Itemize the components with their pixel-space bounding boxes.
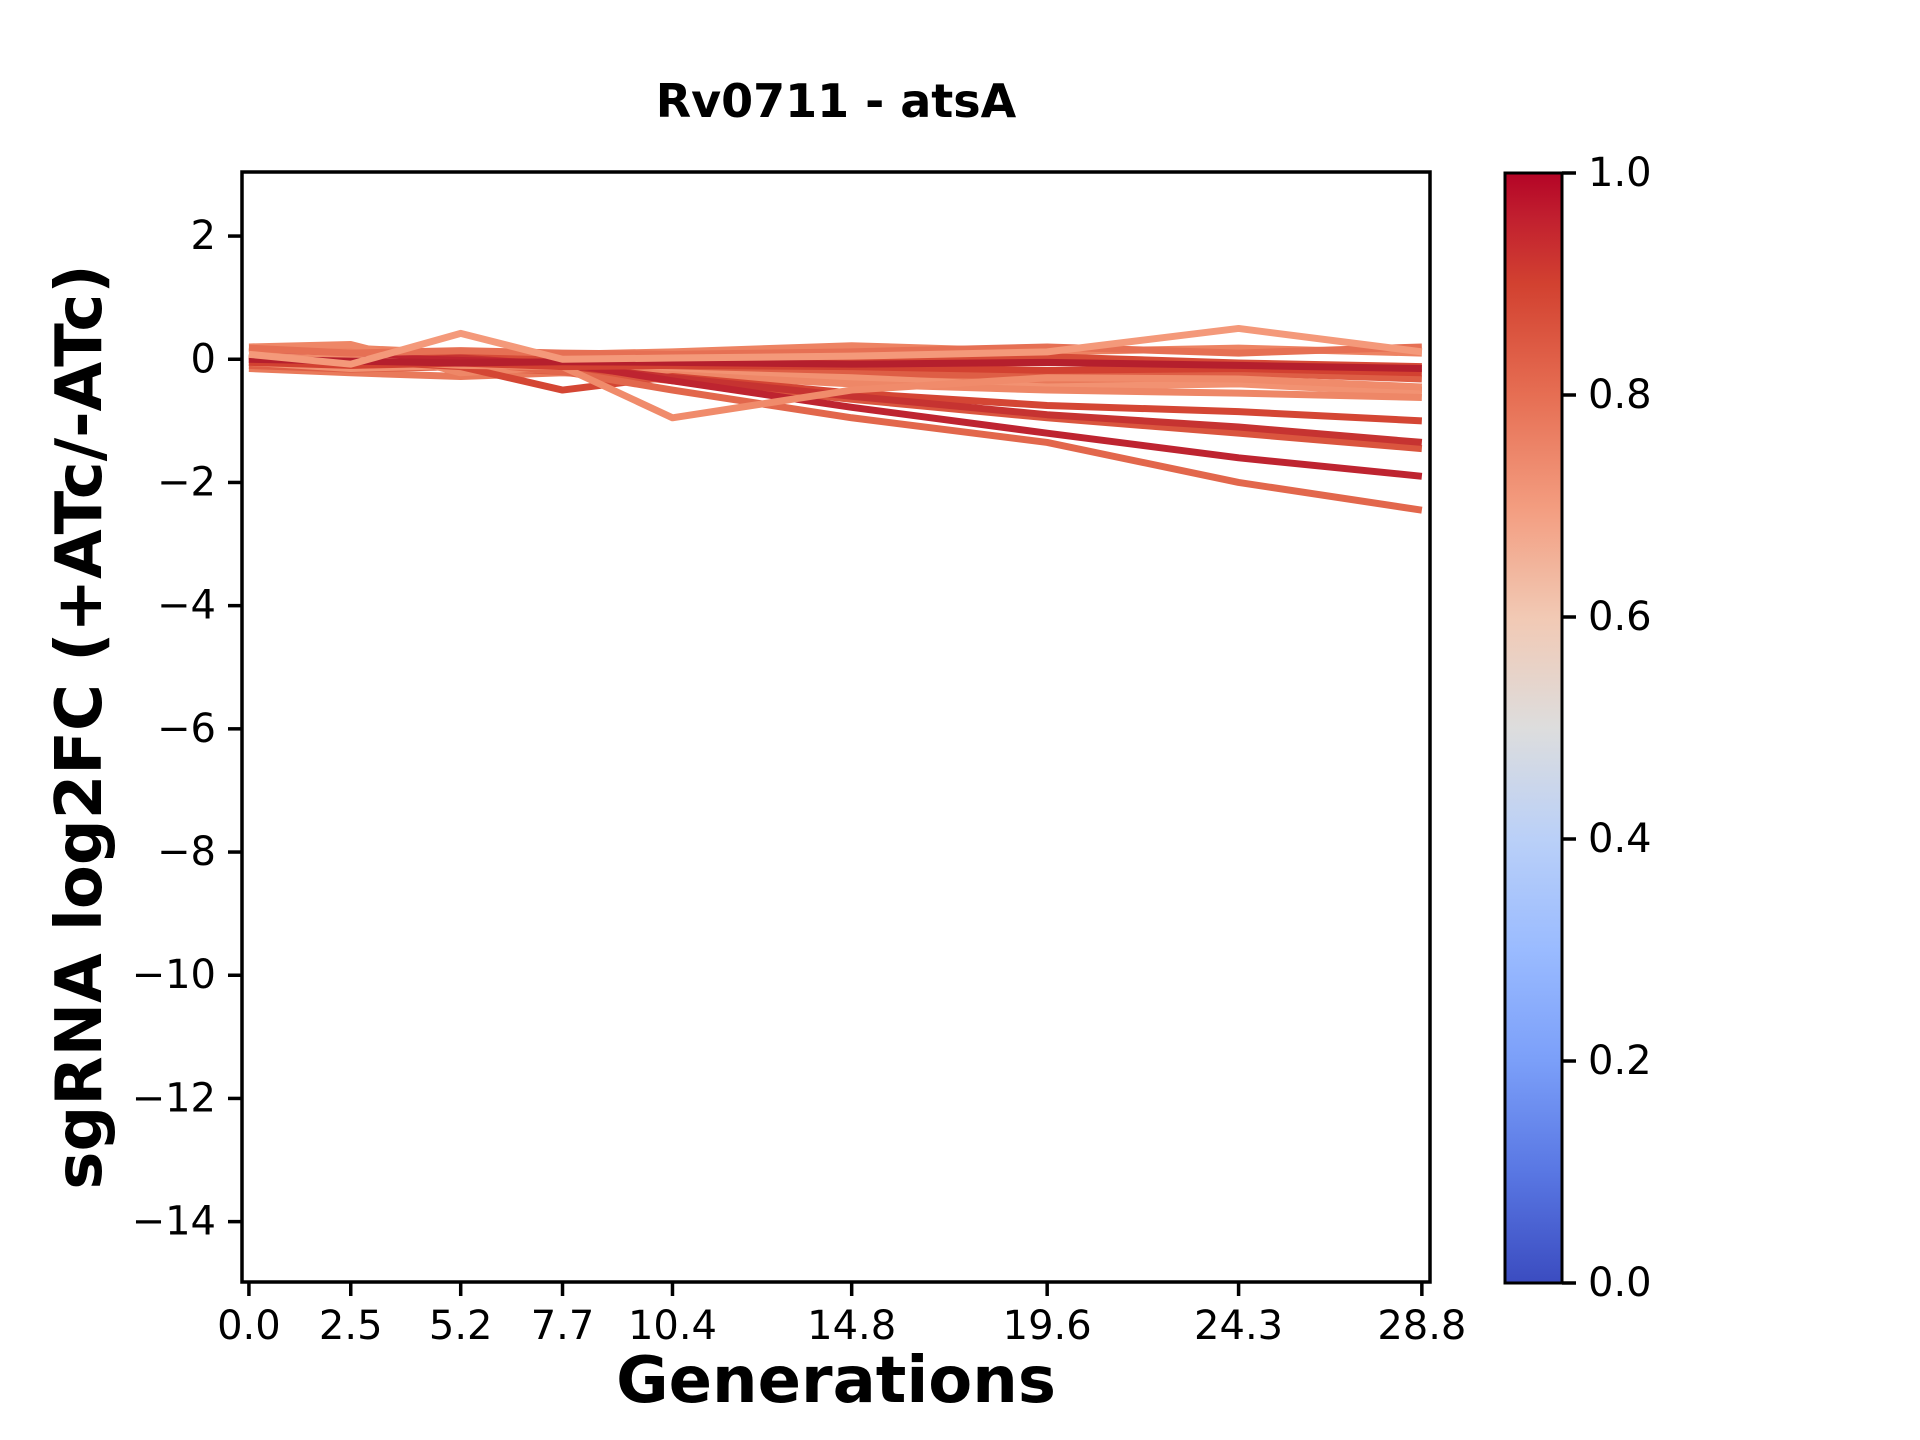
series-line-15 — [248, 324, 1423, 368]
x-axis-label: Generations — [616, 1344, 1056, 1418]
x-tick-label: 24.3 — [1194, 1303, 1283, 1349]
y-tick-label: −6 — [157, 706, 216, 752]
colorbar — [1503, 171, 1564, 1285]
y-tick-label: −14 — [132, 1199, 216, 1245]
series-lines — [248, 324, 1423, 514]
y-tick-label: 0 — [191, 336, 216, 382]
y-tick-label: −12 — [132, 1075, 216, 1121]
x-tick-label: 14.8 — [807, 1303, 896, 1349]
series-line-13 — [248, 355, 1422, 372]
x-tick-label: 7.7 — [531, 1303, 595, 1349]
chart-title: Rv0711 - atsA — [655, 74, 1017, 128]
y-tick-label: 2 — [191, 213, 216, 259]
y-tick-label: −2 — [157, 459, 216, 505]
x-tick-label: 2.5 — [319, 1303, 383, 1349]
y-tick-label: −4 — [157, 583, 216, 629]
colorbar-tick-label: 0.4 — [1588, 816, 1652, 862]
y-tick-label: −8 — [157, 829, 216, 875]
colorbar-ticks: 1.0 0.8 0.6 0.4 0.2 0.0 — [1562, 150, 1652, 1306]
colorbar-tick-label: 0.8 — [1588, 372, 1652, 418]
x-tick-label: 28.8 — [1377, 1303, 1466, 1349]
colorbar-tick-label: 0.2 — [1588, 1038, 1652, 1084]
axes-box — [240, 170, 1432, 1284]
colorbar-tick-label: 0.0 — [1588, 1260, 1652, 1306]
colorbar-tick-label: 1.0 — [1588, 150, 1652, 196]
y-tick-label: −10 — [132, 952, 216, 998]
series-line-10 — [248, 352, 1423, 480]
colorbar-tick-label: 0.6 — [1588, 594, 1652, 640]
axis-ticks: 0.0 2.5 5.2 7.7 10.4 14.8 19.6 24.3 28.8 2 0 −2 −4 −6… — [132, 213, 1467, 1349]
x-tick-label: 0.0 — [217, 1303, 281, 1349]
x-tick-label: 5.2 — [429, 1303, 493, 1349]
x-tick-label: 19.6 — [1003, 1303, 1092, 1349]
x-tick-label: 10.4 — [628, 1303, 717, 1349]
